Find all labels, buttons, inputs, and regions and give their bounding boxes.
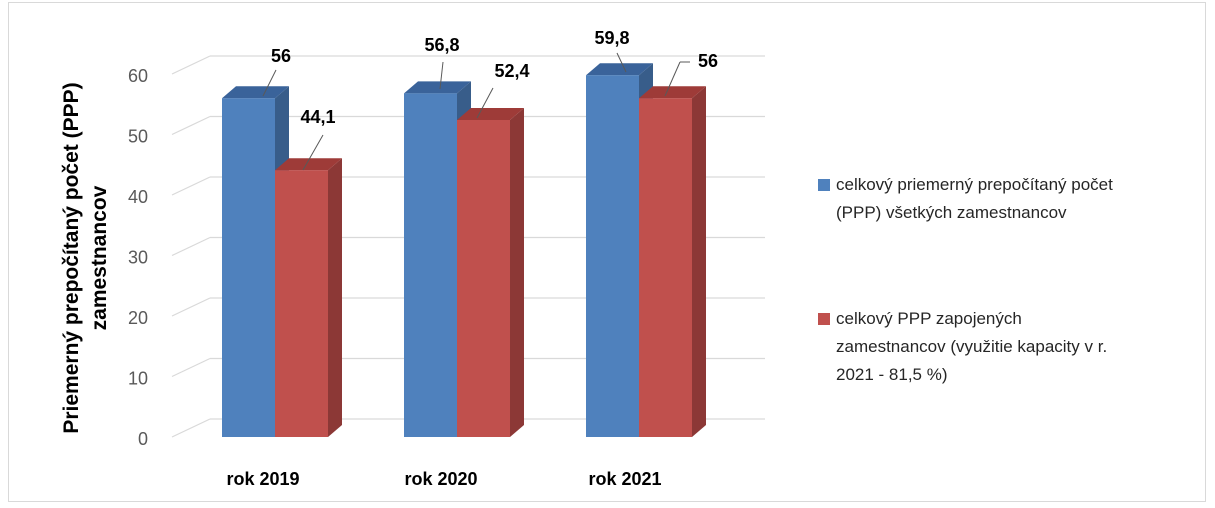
- y-axis-title-line: zamestnancov: [88, 185, 111, 330]
- legend-label-line: 2021 - 81,5 %): [836, 365, 948, 384]
- y-tick-label: 40: [128, 187, 148, 207]
- bar-side: [510, 107, 524, 437]
- data-label: 52,4: [494, 61, 529, 81]
- gridline-diagonal: [171, 115, 211, 136]
- leader-line: [439, 61, 444, 90]
- data-label: 56: [698, 51, 718, 71]
- legend-swatch: [818, 179, 830, 191]
- legend-label-line: celkový priemerný prepočítaný počet: [836, 175, 1113, 194]
- chart-frame: [8, 2, 1206, 502]
- data-label: 56,8: [424, 35, 459, 55]
- y-tick-label: 10: [128, 369, 148, 389]
- leader-line: [302, 134, 324, 171]
- data-label: 56: [271, 46, 291, 66]
- bar-top: [404, 81, 471, 94]
- y-axis-title-line: Priemerný prepočítaný počet (PPP): [60, 82, 83, 433]
- bar: [275, 170, 328, 437]
- bar-top: [222, 86, 289, 99]
- bar: [457, 119, 510, 437]
- data-label: 59,8: [594, 28, 629, 48]
- bar-top: [275, 158, 342, 171]
- y-tick-label: 20: [128, 308, 148, 328]
- bar-top: [639, 86, 706, 99]
- y-axis-ticks: 0 10 20 30 40 50 60: [128, 66, 148, 449]
- leader-line: [664, 61, 681, 97]
- gridline-diagonal: [171, 55, 211, 75]
- gridline-diagonal: [171, 236, 211, 257]
- bar-top: [586, 63, 653, 76]
- leader-line: [262, 69, 277, 97]
- x-axis-categories: rok 2019 rok 2020 rok 2021: [226, 469, 661, 489]
- bar-side: [328, 158, 342, 437]
- bar-side: [692, 86, 706, 437]
- bar-top: [457, 107, 524, 120]
- legend-label-line: celkový PPP zapojených: [836, 309, 1022, 328]
- x-category-label: rok 2020: [404, 469, 477, 489]
- gridline-diagonal: [171, 418, 211, 438]
- data-label: 44,1: [300, 107, 335, 127]
- bar: [222, 98, 275, 437]
- legend: celkový priemerný prepočítaný počet (PPP)…: [818, 175, 1113, 384]
- leader-line: [616, 52, 627, 73]
- gridline-diagonal: [171, 357, 211, 378]
- y-tick-label: 0: [138, 429, 148, 449]
- legend-label-line: zamestnancov (využitie kapacity v r.: [836, 337, 1107, 356]
- bars: [222, 63, 706, 438]
- bar: [586, 75, 639, 438]
- y-axis-title: Priemerný prepočítaný počet (PPP) zamestn…: [60, 82, 111, 433]
- legend-label-line: (PPP) všetkých zamestnancov: [836, 203, 1067, 222]
- y-tick-label: 30: [128, 248, 148, 268]
- y-tick-label: 50: [128, 127, 148, 147]
- gridline-diagonal: [171, 297, 211, 317]
- x-category-label: rok 2019: [226, 469, 299, 489]
- legend-swatch: [818, 313, 830, 325]
- gridline-diagonal: [171, 176, 211, 196]
- y-tick-label: 60: [128, 66, 148, 86]
- bar: [639, 98, 692, 437]
- data-labels: 56 44,1 56,8 52,4 59,8 56: [262, 28, 718, 171]
- bar: [404, 93, 457, 438]
- leader-line: [476, 87, 494, 119]
- x-category-label: rok 2021: [588, 469, 661, 489]
